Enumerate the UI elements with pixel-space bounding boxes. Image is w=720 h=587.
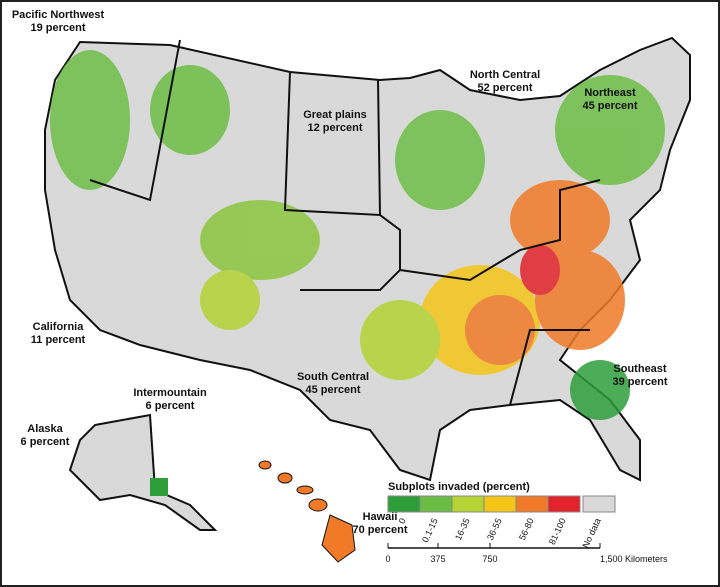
scale-label: 375 (430, 554, 445, 564)
region-name: Alaska (27, 423, 63, 435)
legend-swatch (547, 495, 581, 513)
region-percent: 6 percent (21, 436, 70, 448)
alaska (68, 413, 218, 531)
legend-title: Subplots invaded (percent) (388, 481, 530, 493)
region-percent: 11 percent (31, 334, 86, 346)
scale-label: 1,500 Kilometers (600, 554, 668, 564)
legend-swatch (515, 495, 549, 513)
scale-label: 0 (385, 554, 390, 564)
region-name: Southeast (613, 363, 667, 375)
region-percent: 39 percent (612, 376, 667, 388)
legend-swatch (387, 495, 421, 513)
region-name: California (33, 321, 85, 333)
legend-swatch (483, 495, 517, 513)
invasion-patches (50, 50, 665, 420)
region-percent: 19 percent (30, 22, 85, 34)
legend-swatch (582, 495, 616, 513)
hawaii (258, 460, 356, 563)
region-name: Hawaii (363, 511, 398, 523)
region-name: Northeast (584, 87, 636, 99)
region-percent: 6 percent (146, 400, 195, 412)
region-percent: 12 percent (307, 122, 362, 134)
legend-swatch (419, 495, 453, 513)
region-percent: 45 percent (582, 100, 637, 112)
region-name: Great plains (303, 109, 367, 121)
region-percent: 45 percent (305, 384, 360, 396)
scale-label: 750 (482, 554, 497, 564)
legend-label: 0 (397, 517, 408, 526)
region-boundaries (89, 39, 601, 406)
region-name: Pacific Northwest (12, 9, 105, 21)
region-name: Intermountain (133, 387, 207, 399)
alaska-patch (150, 478, 168, 496)
region-percent: 70 percent (352, 524, 407, 536)
region-name: North Central (470, 69, 540, 81)
region-percent: 52 percent (477, 82, 532, 94)
region-name: South Central (297, 371, 369, 383)
legend-swatch (451, 495, 485, 513)
